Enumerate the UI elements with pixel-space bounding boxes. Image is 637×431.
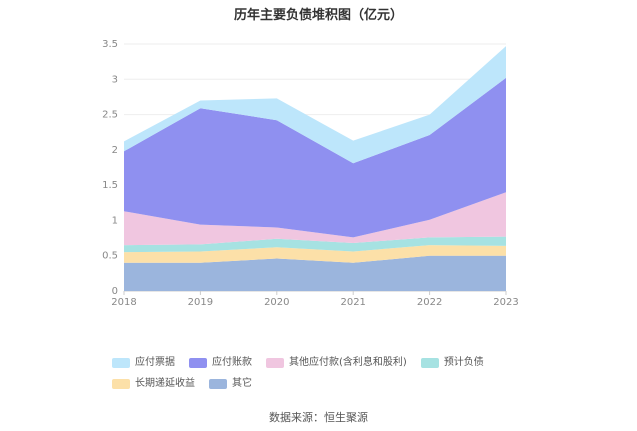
area-series-2 bbox=[124, 236, 506, 253]
y-tick-label: 0.5 bbox=[102, 251, 118, 262]
legend-label: 长期递延收益 bbox=[135, 378, 195, 389]
x-tick-label: 2021 bbox=[340, 297, 365, 308]
legend-item[interactable]: 长期递延收益 bbox=[112, 375, 195, 393]
legend-label: 应付票据 bbox=[135, 357, 175, 368]
area-series-1 bbox=[124, 245, 506, 263]
legend-swatch bbox=[112, 379, 130, 389]
legend-label: 应付账款 bbox=[212, 357, 252, 368]
legend-item[interactable]: 预计负债 bbox=[420, 354, 484, 372]
x-tick-label: 2022 bbox=[417, 297, 442, 308]
y-tick-label: 1.5 bbox=[102, 180, 118, 191]
x-tick-label: 2023 bbox=[493, 297, 518, 308]
area-series-0 bbox=[124, 255, 506, 291]
area-series-5 bbox=[124, 46, 506, 164]
legend-swatch bbox=[209, 379, 227, 389]
legend-label: 预计负债 bbox=[443, 357, 484, 368]
area-series-3 bbox=[124, 192, 506, 246]
chart-title: 历年主要负债堆积图（亿元） bbox=[233, 8, 403, 23]
y-tick-label: 3 bbox=[112, 74, 118, 85]
legend-item[interactable]: 应付票据 bbox=[112, 354, 175, 372]
x-tick-label: 2019 bbox=[188, 297, 213, 308]
y-tick-label: 0 bbox=[112, 286, 118, 297]
x-tick-label: 2018 bbox=[111, 297, 136, 308]
area-series bbox=[124, 46, 506, 291]
y-tick-label: 1 bbox=[112, 215, 118, 226]
legend-item[interactable]: 其它 bbox=[209, 375, 252, 393]
y-tick-label: 2 bbox=[112, 145, 118, 156]
legend-label: 其他应付款(含利息和股利) bbox=[289, 357, 407, 368]
legend-label: 其它 bbox=[232, 378, 252, 389]
legend-swatch bbox=[420, 358, 439, 368]
legend-swatch bbox=[266, 358, 284, 368]
y-tick-label: 2.5 bbox=[102, 110, 118, 121]
source-note: 数据来源：恒生聚源 bbox=[269, 411, 368, 424]
legend-swatch bbox=[189, 358, 207, 368]
y-tick-label: 3.5 bbox=[102, 39, 118, 50]
x-tick-label: 2020 bbox=[264, 297, 289, 308]
y-axis-ticks: 0 0.5 1 1.5 2 2.5 3 3.5 bbox=[102, 39, 118, 297]
x-axis-ticks: 2018 2019 2020 2021 2022 2023 bbox=[111, 291, 519, 308]
legend-swatch bbox=[112, 358, 130, 368]
legend-item[interactable]: 其他应付款(含利息和股利) bbox=[266, 354, 407, 372]
legend: 应付票据 应付账款 其他应付款(含利息和股利) 预计负债长期递延收益 其它 bbox=[112, 354, 552, 396]
legend-item[interactable]: 应付账款 bbox=[189, 354, 252, 372]
area-series-4 bbox=[124, 77, 506, 238]
